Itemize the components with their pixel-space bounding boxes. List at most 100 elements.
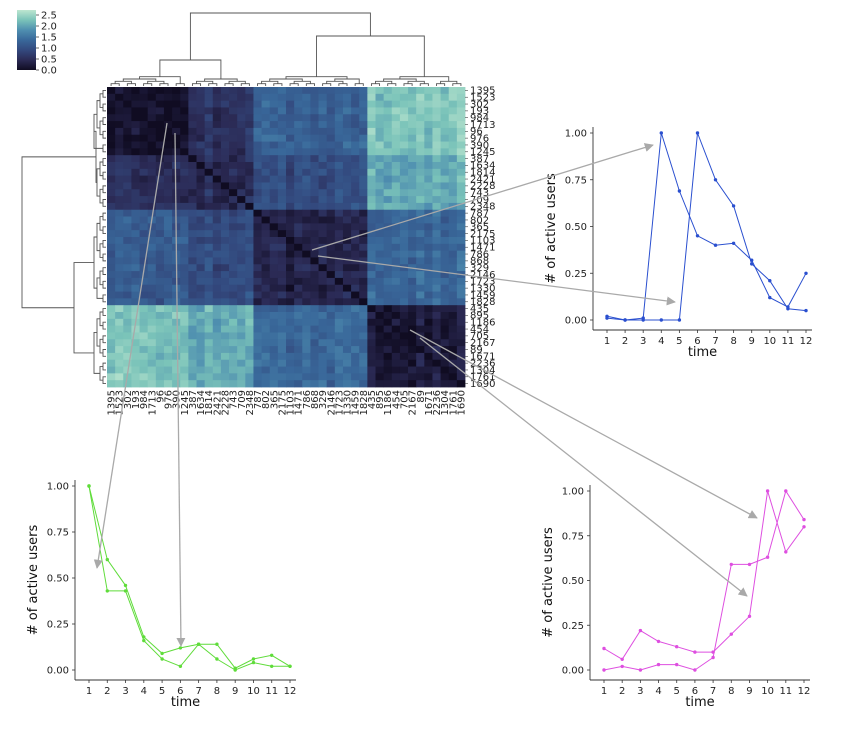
heatmap-cell [383, 291, 393, 299]
heatmap-cell [253, 237, 262, 245]
heatmap-cell [318, 168, 328, 177]
heatmap-cell [212, 127, 222, 136]
heatmap-cell [261, 352, 271, 361]
heatmap-cell [131, 127, 140, 136]
heatmap-cell [456, 127, 466, 136]
heatmap-cell [212, 216, 222, 224]
heatmap-cell [399, 291, 409, 299]
heatmap-cell [432, 373, 441, 381]
heatmap-cell [456, 380, 466, 388]
heatmap-cell [456, 250, 466, 258]
heatmap-cell [277, 359, 287, 367]
heatmap-cell [131, 359, 140, 367]
heatmap-cell [310, 257, 319, 265]
heatmap-cell [139, 346, 149, 354]
heatmap-cell [163, 202, 173, 211]
heatmap-cell [391, 162, 401, 170]
heatmap-cell [286, 237, 295, 245]
heatmap-cell [261, 291, 271, 299]
heatmap-cell [131, 223, 140, 231]
heatmap-cell [245, 250, 254, 258]
heatmap-cell [163, 223, 173, 231]
series-point [750, 262, 754, 266]
heatmap-cell [163, 237, 173, 245]
heatmap-cell [212, 189, 222, 197]
series-point [784, 489, 788, 493]
heatmap-cell [408, 284, 417, 292]
heatmap-cell [351, 209, 360, 217]
heatmap-cell [147, 318, 157, 327]
heatmap-cell [115, 359, 124, 367]
heatmap-cell [408, 107, 417, 115]
dendrogram-link [102, 294, 106, 303]
heatmap-cell [237, 243, 246, 252]
heatmap-cell [416, 202, 425, 211]
heatmap-cell [269, 291, 279, 299]
heatmap-cell [318, 230, 328, 238]
heatmap-cell [424, 352, 433, 361]
heatmap-cell [188, 202, 197, 211]
heatmap-cell [432, 209, 441, 217]
heatmap-cell [229, 202, 238, 211]
heatmap-cell [351, 107, 360, 115]
heatmap-cell [196, 271, 206, 279]
dendrogram-link [102, 103, 106, 112]
heatmap-cell [424, 366, 433, 374]
heatmap-cell [326, 339, 336, 347]
heatmap-cell [155, 196, 165, 204]
dendrogram-link [159, 83, 169, 86]
heatmap-cell [440, 100, 450, 108]
heatmap-cell [123, 202, 132, 211]
heatmap-cell [220, 284, 230, 292]
heatmap-cell [220, 209, 230, 217]
heatmap-cell [212, 243, 222, 252]
heatmap-cell [115, 237, 124, 245]
heatmap-cell [229, 298, 238, 306]
heatmap-cell [448, 93, 458, 102]
x-tick-label: 1 [86, 686, 92, 697]
heatmap-cell [408, 291, 417, 299]
heatmap-cell [408, 277, 417, 286]
heatmap-cell [188, 230, 197, 238]
heatmap-cell [399, 243, 409, 252]
heatmap-cell [204, 332, 214, 340]
heatmap-cell [163, 298, 173, 306]
heatmap-cell [342, 202, 352, 211]
heatmap-cell [220, 162, 230, 170]
heatmap-cell [456, 148, 466, 156]
heatmap-cell [440, 373, 450, 381]
heatmap-cell [269, 202, 279, 211]
heatmap-cell [302, 284, 311, 292]
heatmap-cell [229, 277, 238, 286]
heatmap-cell [359, 352, 368, 361]
heatmap-cell [367, 121, 376, 129]
heatmap-cell [212, 121, 222, 129]
series-point [123, 589, 128, 593]
column-label: 1395 [107, 390, 118, 415]
heatmap-cell [196, 148, 206, 156]
heatmap-cell [310, 305, 319, 313]
heatmap-cell [391, 121, 401, 129]
heatmap-cell [123, 237, 132, 245]
heatmap-cell [147, 250, 157, 258]
heatmap-cell [115, 325, 124, 333]
heatmap-cell [180, 230, 189, 238]
heatmap-cell [269, 189, 279, 197]
heatmap-cell [261, 196, 271, 204]
heatmap-cell [237, 339, 246, 347]
heatmap-cell [180, 189, 189, 197]
heatmap-cell [180, 202, 189, 211]
heatmap-cell [318, 305, 328, 313]
heatmap-cell [196, 168, 206, 177]
heatmap-cell [334, 196, 344, 204]
heatmap-cell [334, 230, 344, 238]
heatmap-cell [139, 332, 149, 340]
heatmap-cell [391, 127, 401, 136]
heatmap-cell [277, 237, 287, 245]
heatmap-cell [351, 325, 360, 333]
heatmap-cell [408, 216, 417, 224]
heatmap-cell [326, 305, 336, 313]
heatmap-cell [261, 257, 271, 265]
heatmap-cell [294, 352, 303, 361]
row-label: 1690 [470, 379, 495, 390]
